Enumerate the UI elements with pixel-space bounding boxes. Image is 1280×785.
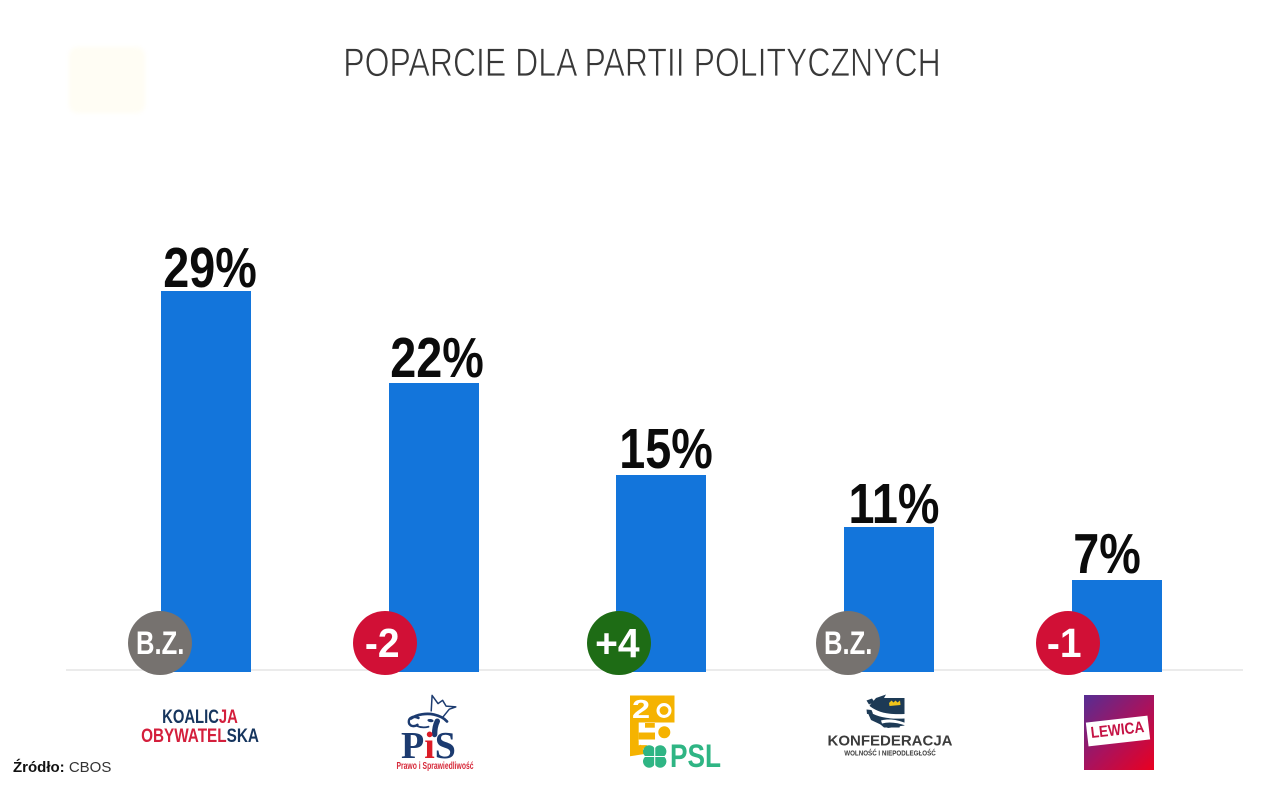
svg-text:Prawo i Sprawiedliwość: Prawo i Sprawiedliwość (396, 760, 473, 772)
svg-text:KONFEDERACJA: KONFEDERACJA (827, 733, 952, 750)
svg-text:2: 2 (632, 695, 650, 724)
svg-text:WOLNOŚĆ I NIEPODLEGŁOŚĆ: WOLNOŚĆ I NIEPODLEGŁOŚĆ (844, 748, 936, 758)
svg-text:PiS: PiS (401, 725, 456, 767)
svg-text:PSL: PSL (670, 740, 721, 775)
